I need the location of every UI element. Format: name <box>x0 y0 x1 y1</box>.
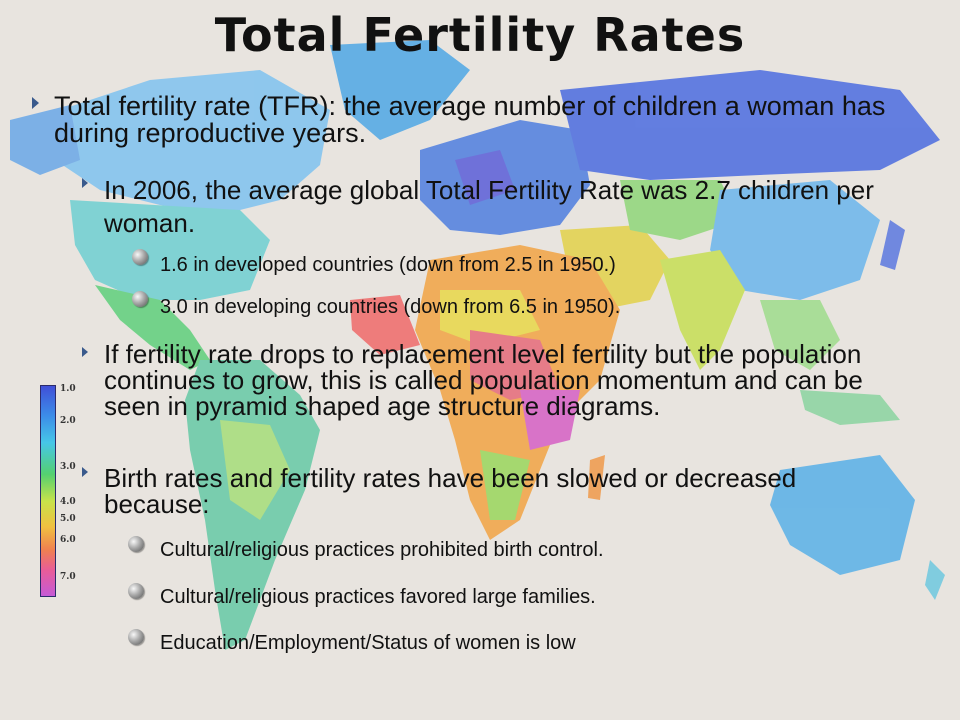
scale-label-1: 1.0 <box>60 384 76 394</box>
bullet-ball-icon <box>128 629 144 645</box>
bullet-arrow-icon <box>82 467 88 477</box>
fertility-color-scale <box>40 385 56 597</box>
bullet-arrow-icon <box>32 97 39 109</box>
bullet-arrow-icon <box>82 178 88 188</box>
scale-label-2: 2.0 <box>60 416 76 426</box>
bullet-tfr-definition: Total fertility rate (TFR): the average … <box>54 91 886 148</box>
scale-label-4: 4.0 <box>60 497 76 507</box>
scale-label-6: 6.0 <box>60 535 76 545</box>
bullet-birth-rates-slowed: Birth rates and fertility rates have bee… <box>104 463 797 519</box>
bullet-reason-birth-control: Cultural/religious practices prohibited … <box>160 539 604 561</box>
bullet-ball-icon <box>132 291 148 307</box>
bullet-ball-icon <box>132 249 148 265</box>
slide-title: Total Fertility Rates <box>214 8 746 62</box>
bullet-population-momentum: If fertility rate drops to replacement l… <box>104 339 863 421</box>
bullet-arrow-icon <box>82 347 88 357</box>
scale-label-7: 7.0 <box>60 572 76 582</box>
bullet-developing: 3.0 in developing countries (down from 6… <box>160 296 621 318</box>
bullet-ball-icon <box>128 536 144 552</box>
bullet-2006-average: In 2006, the average global Total Fertil… <box>104 175 874 238</box>
scale-label-3: 3.0 <box>60 462 76 472</box>
bullet-reason-large-families: Cultural/religious practices favored lar… <box>160 586 596 608</box>
bullet-reason-women-status: Education/Employment/Status of women is … <box>160 632 576 654</box>
bullet-ball-icon <box>128 583 144 599</box>
scale-label-5: 5.0 <box>60 514 76 524</box>
bullet-developed: 1.6 in developed countries (down from 2.… <box>160 254 616 276</box>
